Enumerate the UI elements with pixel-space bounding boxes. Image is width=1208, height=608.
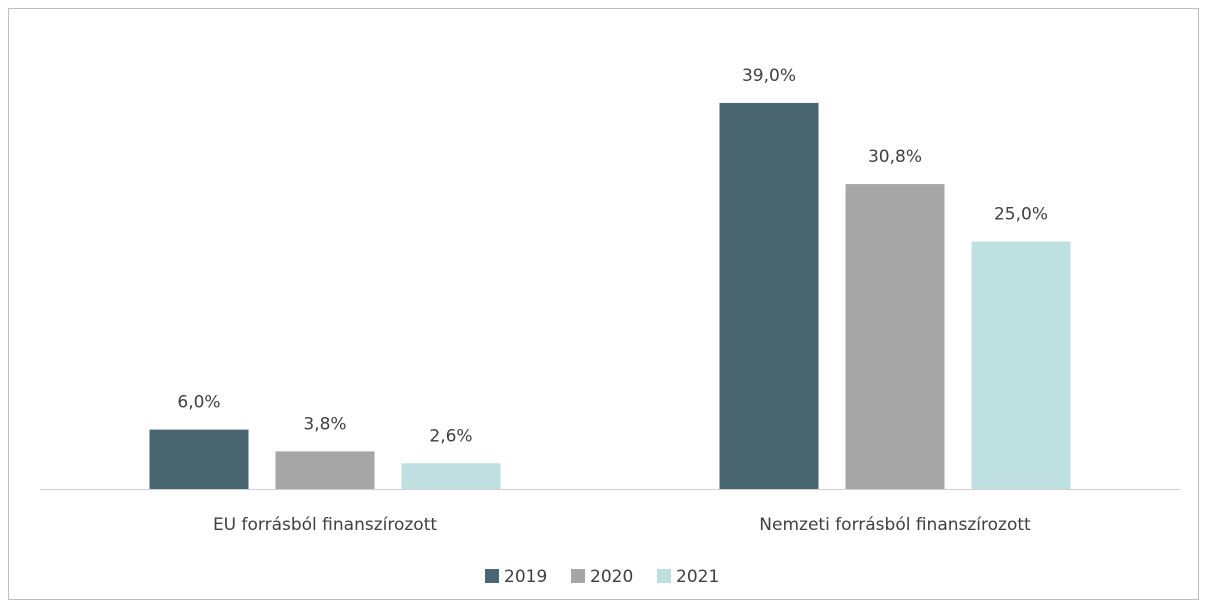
data-label: 30,8% bbox=[868, 147, 922, 167]
bar bbox=[845, 184, 945, 489]
legend-swatch bbox=[485, 569, 499, 583]
x-tick-label: Nemzeti forrásból finanszírozott bbox=[759, 515, 1031, 535]
data-label: 6,0% bbox=[177, 393, 220, 413]
legend-swatch bbox=[657, 569, 671, 583]
x-tick-label: EU forrásból finanszírozott bbox=[213, 515, 437, 535]
legend-swatch bbox=[571, 569, 585, 583]
bar bbox=[275, 451, 375, 489]
data-label: 2,6% bbox=[429, 426, 472, 446]
data-label: 25,0% bbox=[994, 205, 1048, 225]
bar bbox=[149, 429, 249, 489]
bar bbox=[401, 463, 501, 489]
data-label: 39,0% bbox=[742, 66, 796, 86]
legend-label: 2020 bbox=[590, 567, 633, 587]
legend-label: 2021 bbox=[676, 567, 719, 587]
data-label: 3,8% bbox=[303, 414, 346, 434]
legend-label: 2019 bbox=[504, 567, 547, 587]
bar bbox=[971, 241, 1071, 489]
bar bbox=[719, 102, 819, 490]
